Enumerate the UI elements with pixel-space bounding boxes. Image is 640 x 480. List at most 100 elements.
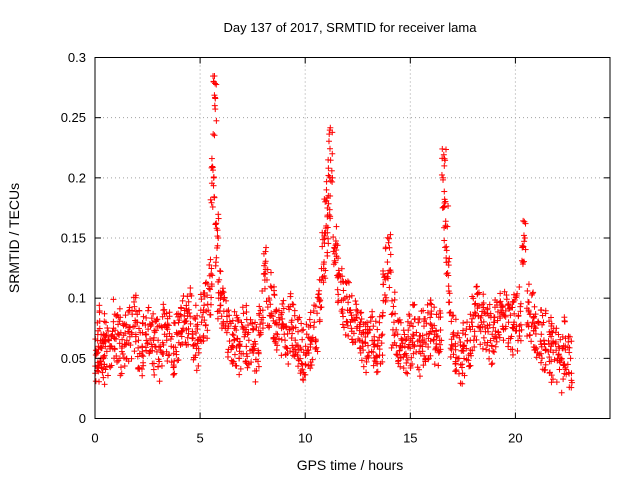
data-point (155, 344, 162, 351)
data-point (437, 310, 444, 317)
data-point (202, 322, 209, 329)
data-point (511, 310, 518, 317)
data-point (388, 344, 395, 351)
data-point (443, 254, 450, 261)
data-point (331, 245, 338, 252)
data-point (100, 374, 107, 381)
data-point (456, 334, 463, 341)
data-point (273, 346, 280, 353)
data-point (192, 354, 199, 361)
data-point (168, 359, 175, 366)
data-point (424, 309, 431, 316)
data-point (565, 369, 572, 376)
data-point (193, 323, 200, 330)
data-point (458, 364, 465, 371)
data-point (339, 321, 346, 328)
data-point (101, 352, 108, 359)
data-point (231, 351, 238, 358)
data-point (480, 291, 487, 298)
data-point (373, 369, 380, 376)
data-point (427, 352, 434, 359)
data-point (324, 229, 331, 236)
data-point (269, 313, 276, 320)
data-point (334, 272, 341, 279)
data-point (445, 202, 452, 209)
data-point (507, 312, 514, 319)
data-point (327, 215, 334, 222)
data-point (326, 131, 333, 138)
data-point (132, 292, 139, 299)
data-point (185, 341, 192, 348)
data-point (185, 325, 192, 332)
data-point (317, 297, 324, 304)
data-point (339, 306, 346, 313)
data-point (497, 290, 504, 297)
data-point (556, 345, 563, 352)
data-point (541, 367, 548, 374)
data-point (364, 323, 371, 330)
data-point (280, 297, 287, 304)
data-point (341, 324, 348, 331)
data-point (391, 296, 398, 303)
data-point (123, 341, 130, 348)
data-point (540, 337, 547, 344)
data-point (134, 311, 141, 318)
data-point (413, 329, 420, 336)
data-point (473, 283, 480, 290)
data-point (164, 326, 171, 333)
data-point (524, 319, 531, 326)
data-point (134, 353, 141, 360)
data-point (287, 348, 294, 355)
data-point (469, 293, 476, 300)
data-point (213, 117, 220, 124)
data-point (562, 335, 569, 342)
data-point (308, 362, 315, 369)
data-point (214, 315, 221, 322)
data-point (525, 298, 532, 305)
data-point (214, 308, 221, 315)
data-point (448, 318, 455, 325)
data-point (401, 351, 408, 358)
data-point (367, 318, 374, 325)
data-point (164, 358, 171, 365)
data-point (261, 277, 268, 284)
data-point (528, 291, 535, 298)
data-point (131, 323, 138, 330)
data-point (406, 313, 413, 320)
data-point (155, 356, 162, 363)
data-point (197, 337, 204, 344)
data-point (551, 356, 558, 363)
data-point (153, 317, 160, 324)
data-point (414, 364, 421, 371)
data-point (195, 362, 202, 369)
data-point (323, 197, 330, 204)
data-point (193, 345, 200, 352)
data-point (485, 328, 492, 335)
data-point (397, 344, 404, 351)
data-point (481, 309, 488, 316)
data-point (334, 242, 341, 249)
data-point (150, 360, 157, 367)
data-point (235, 316, 242, 323)
data-point (548, 379, 555, 386)
data-point (245, 337, 252, 344)
data-point (440, 151, 447, 158)
data-point (560, 362, 567, 369)
data-point (210, 174, 217, 181)
data-point (126, 324, 133, 331)
data-point (255, 363, 262, 370)
data-point (526, 331, 533, 338)
data-point (462, 331, 469, 338)
data-point (457, 361, 464, 368)
data-point (253, 324, 260, 331)
data-point (330, 234, 337, 241)
data-point (438, 337, 445, 344)
data-point (374, 326, 381, 333)
data-point (300, 326, 307, 333)
data-point (295, 316, 302, 323)
data-point (248, 359, 255, 366)
data-point (373, 358, 380, 365)
data-point (251, 367, 258, 374)
data-point (331, 257, 338, 264)
data-point (145, 304, 152, 311)
